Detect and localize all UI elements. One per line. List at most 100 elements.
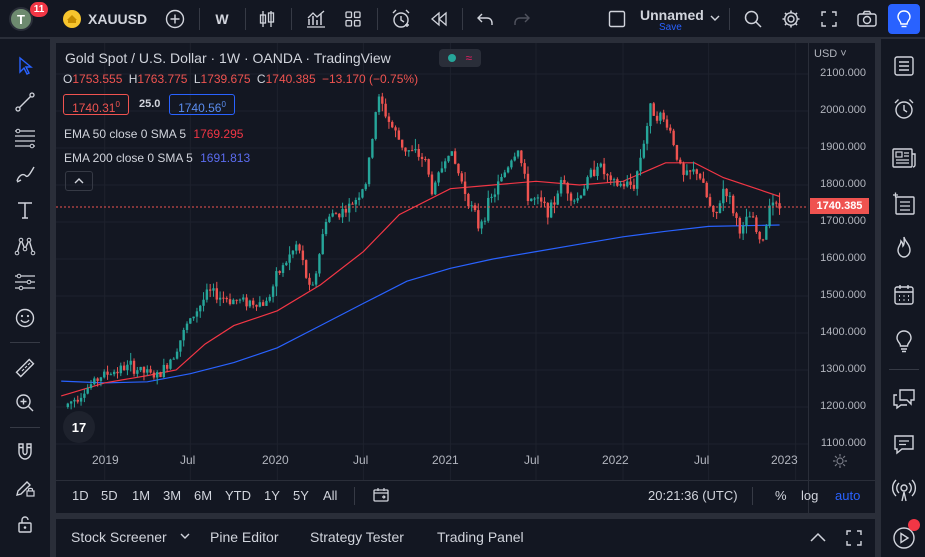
public-chats-button[interactable] [890,430,918,458]
timeframe-button[interactable]: 1Y [264,488,280,503]
streams-button[interactable] [890,476,918,504]
tab-trading-panel[interactable]: Trading Panel [437,529,524,545]
calendar-button[interactable] [890,281,918,309]
ema50-legend[interactable]: EMA 50 close 0 SMA 5 1769.295 [64,127,243,141]
redo-icon [514,13,530,25]
candle-body [357,197,361,200]
timeframe-button[interactable]: 1M [132,488,151,503]
interval-button[interactable]: W [210,6,234,32]
hotlist-button[interactable] [890,233,918,261]
alerts-button[interactable] [890,95,918,123]
emoji-tool[interactable] [12,305,38,331]
stay-in-drawing-tool[interactable] [12,475,38,501]
layout-toggle[interactable] [605,6,629,32]
candle-body [639,157,642,172]
redo-button[interactable] [510,6,534,32]
timeframe-button[interactable]: 5D [101,488,118,503]
candle-body [420,156,424,159]
candle-body [311,284,314,286]
clock-display[interactable]: 20:21:36 (UTC) [648,488,738,503]
settings-button[interactable] [779,6,803,32]
ideas-stream-button[interactable] [890,327,918,355]
data-source-status[interactable]: ≈ [439,49,481,67]
lock-drawings-tool[interactable] [12,511,38,537]
tab-stock-screener[interactable]: Stock Screener [71,529,191,545]
pattern-tool[interactable] [12,233,38,259]
candle-body [775,202,778,204]
bid-box[interactable]: 1740.310 [63,94,129,115]
fib-tool[interactable] [12,125,38,151]
timeframe-button[interactable]: All [323,488,338,503]
ema50-label: EMA 50 close 0 SMA 5 [64,127,187,141]
avatar-letter: T [17,11,25,27]
trend-line-tool[interactable] [12,89,38,115]
undo-button[interactable] [473,6,497,32]
tradingview-logo[interactable]: 17 [63,411,95,443]
gold-coin-icon [63,10,81,28]
candle-body [397,130,401,140]
symbol-search-button[interactable]: XAUUSD [62,6,148,32]
zoom-tool[interactable] [12,390,38,416]
candle-body [487,197,490,221]
price-label: 2000.000 [820,104,866,116]
price-chart[interactable] [56,43,875,513]
candle-body [606,174,609,176]
snapshot-button[interactable] [855,6,879,32]
help-button[interactable] [890,524,918,552]
news-button[interactable] [890,144,918,172]
user-avatar[interactable]: T [9,7,33,31]
data-window-button[interactable] [890,190,918,218]
timeframe-button[interactable]: 1D [72,488,89,503]
candle-body [463,181,467,194]
time-scale-settings-icon[interactable] [832,453,848,469]
indicators-button[interactable] [304,6,328,32]
candle-body [765,226,768,240]
maximize-panel-icon[interactable] [845,529,863,547]
alert-button[interactable] [389,6,413,32]
ruler-tool[interactable] [12,355,38,381]
quick-search-button[interactable] [741,6,765,32]
currency-label: USD [814,48,838,60]
chart-title[interactable]: Gold Spot / U.S. Dollar · 1W · OANDA · T… [65,50,391,66]
timeframe-button[interactable]: 6M [194,488,213,503]
chart-type-button[interactable] [255,6,279,32]
chats-button[interactable] [890,385,918,413]
fullscreen-button[interactable] [817,6,841,32]
candle-body [208,289,212,291]
chevron-up-icon[interactable] [808,530,828,546]
collapse-legend-button[interactable] [65,171,93,191]
tab-pine-editor[interactable]: Pine Editor [210,529,279,545]
tab-strategy-tester[interactable]: Strategy Tester [310,529,404,545]
auto-scale-button[interactable]: auto [835,488,861,503]
open-value: 1753.555 [72,72,123,86]
timeframe-button[interactable]: YTD [225,488,251,503]
ema200-legend[interactable]: EMA 200 close 0 SMA 5 1691.813 [64,151,250,165]
percent-scale-button[interactable]: % [775,488,787,503]
brush-tool[interactable] [12,161,38,187]
candle-body [652,103,655,116]
currency-selector[interactable]: USD ˅ [814,48,847,60]
forecast-tool[interactable] [12,269,38,295]
candle-body [384,103,387,117]
timeframe-button[interactable]: 3M [163,488,182,503]
watchlist-button[interactable] [890,52,918,80]
timeframe-button[interactable]: 5Y [293,488,309,503]
replay-button[interactable] [427,6,451,32]
log-scale-button[interactable]: log [801,488,819,503]
compare-button[interactable] [163,6,187,32]
magnet-tool[interactable] [12,439,38,465]
date-range-icon[interactable] [372,486,390,504]
chart-pane[interactable]: USD ˅ 2100.000 2000.000 1900.000 1800.00… [56,43,875,513]
ideas-button[interactable] [888,4,920,34]
candle-body [563,180,566,183]
cursor-tool[interactable] [12,53,38,79]
fib-retracement-icon [15,128,35,149]
templates-button[interactable] [341,6,365,32]
candle-body [655,115,659,121]
layout-name-button[interactable]: Unnamed Save [636,5,726,33]
search-icon [744,10,762,28]
candle-body [271,286,275,297]
time-label: Jul [524,453,540,467]
ask-box[interactable]: 1740.560 [169,94,235,115]
text-tool[interactable] [12,197,38,223]
